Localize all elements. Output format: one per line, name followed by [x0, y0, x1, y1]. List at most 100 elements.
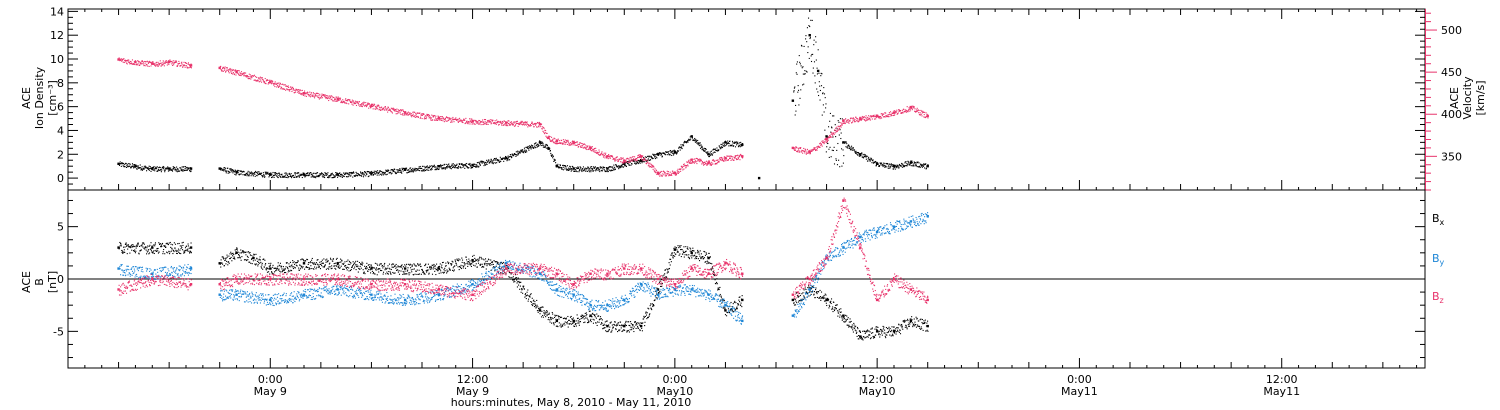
- scatter-dot-Bx: [296, 262, 298, 264]
- scatter-dot-velocity: [864, 117, 866, 119]
- scatter-dot-velocity: [551, 141, 553, 143]
- scatter-dot-density: [397, 169, 399, 171]
- scatter-dot-velocity: [169, 59, 171, 61]
- scatter-dot-velocity: [704, 161, 706, 163]
- scatter-dot-Bx: [384, 267, 386, 269]
- scatter-dot-density: [542, 143, 544, 145]
- scatter-dot-density: [171, 170, 174, 172]
- scatter-dot-velocity: [598, 149, 600, 151]
- scatter-dot-density: [592, 170, 594, 172]
- scatter-dot-Bx: [188, 247, 190, 249]
- scatter-dot-velocity: [377, 108, 379, 110]
- scatter-dot-velocity: [793, 147, 795, 149]
- scatter-dot-Bx: [326, 258, 328, 260]
- scatter-dot-Bx: [401, 264, 403, 266]
- scatter-dot-velocity: [512, 124, 514, 126]
- scatter-dot-velocity: [249, 77, 251, 80]
- scatter-dot-velocity: [359, 105, 361, 107]
- scatter-dot-Bx: [433, 266, 435, 268]
- scatter-dot-density: [590, 167, 592, 169]
- scatter-dot-density: [326, 176, 329, 179]
- scatter-dot-density: [629, 161, 632, 163]
- scatter-dot-velocity: [346, 99, 348, 101]
- scatter-dot-Bx: [131, 249, 133, 251]
- scatter-dot-velocity: [830, 132, 833, 134]
- scatter-dot-Bx: [341, 263, 343, 265]
- scatter-dot-density: [675, 153, 678, 155]
- data-point-Bx: [403, 267, 407, 270]
- scatter-dot-density: [503, 157, 505, 159]
- scatter-dot-density: [610, 169, 612, 171]
- scatter-dot-velocity: [810, 149, 812, 151]
- scatter-dot-Bx: [374, 262, 376, 264]
- scatter-dot-density: [601, 170, 603, 172]
- scatter-dot-density: [473, 163, 475, 165]
- scatter-dot-density: [803, 73, 806, 75]
- scatter-dot-density: [481, 162, 483, 164]
- scatter-dot-Bx: [241, 251, 243, 253]
- scatter-dot-velocity: [265, 83, 267, 85]
- scatter-dot-velocity: [394, 109, 396, 111]
- scatter-dot-density: [683, 145, 685, 147]
- scatter-dot-density: [695, 141, 698, 143]
- scatter-dot-velocity: [365, 104, 367, 106]
- scatter-dot-velocity: [517, 122, 519, 125]
- scatter-dot-density: [858, 155, 860, 157]
- scatter-dot-density: [456, 164, 458, 166]
- scatter-dot-velocity: [652, 165, 655, 167]
- scatter-dot-Bx: [347, 259, 349, 261]
- scatter-dot-velocity: [646, 162, 648, 164]
- scatter-dot-density: [459, 166, 461, 168]
- scatter-dot-density: [741, 145, 743, 147]
- scatter-dot-velocity: [908, 109, 910, 111]
- scatter-dot-Bx: [377, 264, 379, 266]
- y-tick-label: 6: [57, 101, 64, 114]
- scatter-dot-velocity: [863, 116, 865, 118]
- scatter-dot-velocity: [325, 97, 327, 99]
- scatter-dot-velocity: [361, 104, 363, 106]
- scatter-dot-velocity: [299, 92, 301, 94]
- scatter-dot-velocity: [575, 142, 577, 144]
- scatter-dot-density: [166, 168, 168, 170]
- scatter-dot-density: [397, 169, 399, 171]
- scatter-dot-density: [269, 173, 271, 175]
- scatter-dot-velocity: [363, 102, 365, 104]
- scatter-dot-velocity: [228, 72, 230, 74]
- scatter-dot-Bx: [121, 249, 123, 252]
- scatter-dot-velocity: [500, 123, 503, 125]
- scatter-dot-Bx: [326, 260, 328, 262]
- scatter-dot-velocity: [460, 119, 462, 121]
- scatter-dot-density: [324, 176, 326, 179]
- scatter-dot-Bx: [135, 250, 137, 252]
- scatter-dot-density: [831, 127, 833, 129]
- scatter-dot-Bx: [365, 265, 368, 268]
- scatter-dot-velocity: [624, 160, 626, 162]
- scatter-dot-density: [494, 159, 496, 161]
- scatter-dot-velocity: [901, 109, 903, 111]
- scatter-dot-velocity: [238, 70, 240, 72]
- scatter-dot-density: [252, 175, 254, 177]
- scatter-dot-density: [152, 169, 154, 171]
- scatter-dot-velocity: [440, 119, 442, 122]
- scatter-dot-Bx: [255, 264, 257, 266]
- scatter-dot-density: [449, 165, 451, 167]
- scatter-dot-velocity: [689, 159, 691, 161]
- scatter-dot-density: [557, 163, 559, 165]
- scatter-dot-velocity: [325, 97, 327, 100]
- scatter-dot-density: [136, 168, 138, 170]
- scatter-dot-density: [529, 146, 531, 148]
- scatter-dot-Bx: [364, 265, 366, 267]
- scatter-dot-density: [237, 169, 239, 171]
- scatter-dot-velocity: [312, 92, 315, 94]
- scatter-dot-density: [439, 164, 441, 167]
- scatter-dot-velocity: [820, 143, 822, 145]
- scatter-dot-density: [864, 155, 866, 157]
- scatter-dot-density: [736, 142, 738, 144]
- scatter-dot-velocity: [247, 77, 249, 80]
- scatter-dot-Bx: [386, 271, 388, 273]
- scatter-dot-Bx: [405, 265, 407, 267]
- scatter-dot-density: [380, 171, 382, 173]
- scatter-dot-density: [726, 143, 728, 145]
- scatter-dot-velocity: [824, 139, 826, 141]
- scatter-dot-density: [532, 145, 534, 147]
